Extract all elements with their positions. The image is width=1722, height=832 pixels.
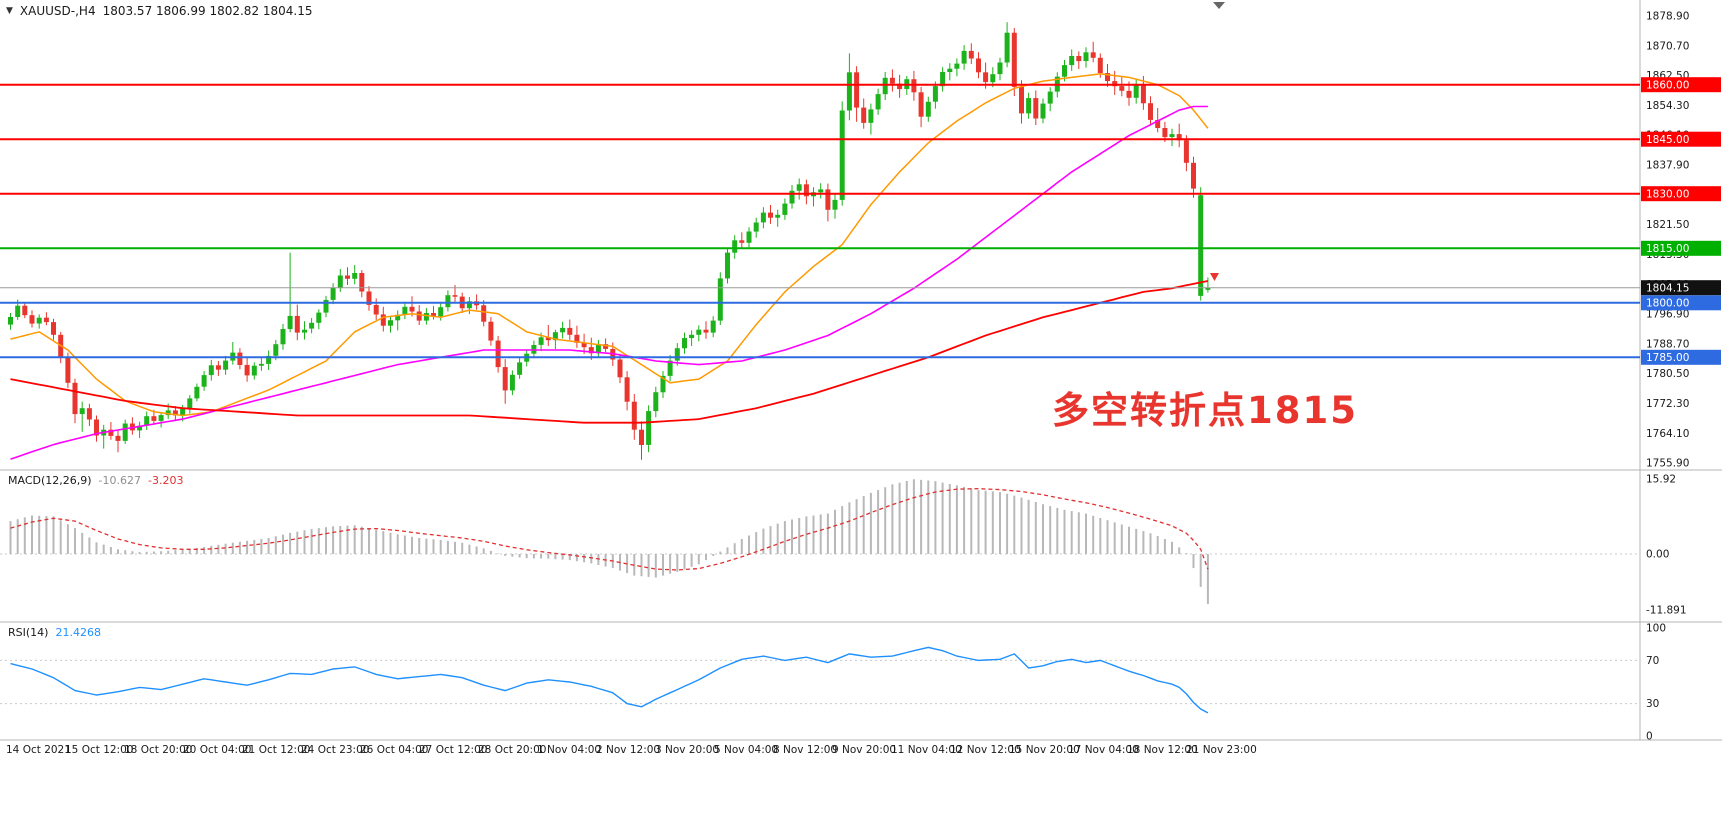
symbol-timeframe-label: XAUUSD-,H4 — [19, 4, 96, 18]
svg-text:1815.00: 1815.00 — [1646, 243, 1689, 255]
svg-text:1878.90: 1878.90 — [1646, 11, 1689, 23]
candles — [8, 22, 1211, 460]
svg-text:30: 30 — [1646, 698, 1659, 710]
svg-text:1785.00: 1785.00 — [1646, 352, 1689, 364]
svg-text:15.92: 15.92 — [1646, 474, 1676, 486]
svg-text:18 Oct 20:00: 18 Oct 20:00 — [124, 744, 192, 756]
rsi-pane-label: RSI(14) 21.4268 — [8, 626, 101, 639]
sell-arrow-marker[interactable] — [1210, 273, 1219, 281]
svg-text:1788.70: 1788.70 — [1646, 338, 1689, 350]
macd-main-value: -10.627 — [98, 474, 142, 487]
rsi-scale[interactable]: 100 70 30 0 — [1646, 623, 1666, 743]
svg-text:18 Nov 12:00: 18 Nov 12:00 — [1127, 744, 1198, 756]
macd-scale[interactable]: 15.92 0.00 -11.891 — [1646, 474, 1687, 617]
svg-text:17 Nov 04:00: 17 Nov 04:00 — [1068, 744, 1139, 756]
svg-text:12 Nov 12:00: 12 Nov 12:00 — [950, 744, 1021, 756]
svg-text:1821.50: 1821.50 — [1646, 219, 1689, 231]
svg-text:1800.00: 1800.00 — [1646, 298, 1689, 310]
indicator-guide-lines — [0, 553, 1640, 705]
svg-text:15 Oct 12:00: 15 Oct 12:00 — [65, 744, 133, 756]
svg-text:100: 100 — [1646, 623, 1666, 635]
svg-text:-11.891: -11.891 — [1646, 604, 1687, 616]
svg-text:1845.00: 1845.00 — [1646, 134, 1689, 146]
svg-text:1860.00: 1860.00 — [1646, 80, 1689, 92]
chart-shift-marker[interactable] — [1213, 2, 1225, 9]
svg-text:27 Oct 12:00: 27 Oct 12:00 — [419, 744, 487, 756]
svg-text:8 Nov 12:00: 8 Nov 12:00 — [773, 744, 837, 756]
svg-text:21 Oct 12:00: 21 Oct 12:00 — [242, 744, 310, 756]
svg-text:1 Nov 04:00: 1 Nov 04:00 — [537, 744, 601, 756]
svg-text:0.00: 0.00 — [1646, 549, 1669, 561]
svg-text:1772.30: 1772.30 — [1646, 398, 1689, 410]
svg-text:9 Nov 20:00: 9 Nov 20:00 — [832, 744, 896, 756]
svg-text:1854.30: 1854.30 — [1646, 100, 1689, 112]
macd-histogram — [9, 479, 1209, 604]
level-lines[interactable] — [0, 83, 1640, 359]
rsi-indicator-label: RSI(14) — [8, 626, 49, 639]
svg-text:1755.90: 1755.90 — [1646, 458, 1689, 470]
svg-text:5 Nov 04:00: 5 Nov 04:00 — [714, 744, 778, 756]
macd-signal-value: -3.203 — [148, 474, 184, 487]
svg-text:70: 70 — [1646, 655, 1659, 667]
svg-text:1870.70: 1870.70 — [1646, 40, 1689, 52]
ma-fast-line — [10, 73, 1209, 417]
svg-text:20 Oct 04:00: 20 Oct 04:00 — [183, 744, 251, 756]
svg-text:1804.15: 1804.15 — [1646, 283, 1689, 295]
macd-pane-label: MACD(12,26,9) -10.627 -3.203 — [8, 474, 183, 487]
ma-slow-line — [10, 280, 1209, 424]
markers[interactable] — [1210, 2, 1225, 281]
svg-text:1830.00: 1830.00 — [1646, 189, 1689, 201]
macd-indicator-label: MACD(12,26,9) — [8, 474, 92, 487]
analyst-annotation: 多空转折点1815 — [1052, 389, 1358, 432]
symbol-info: ▼ XAUUSD-,H4 1803.57 1806.99 1802.82 180… — [6, 4, 313, 18]
ohlc-readout: 1803.57 1806.99 1802.82 1804.15 — [102, 4, 313, 18]
svg-text:3 Nov 20:00: 3 Nov 20:00 — [655, 744, 719, 756]
svg-text:1780.50: 1780.50 — [1646, 368, 1689, 380]
svg-text:2 Nov 12:00: 2 Nov 12:00 — [596, 744, 660, 756]
svg-text:24 Oct 23:00: 24 Oct 23:00 — [301, 744, 369, 756]
macd-signal-line — [10, 488, 1209, 571]
ma-mid-line — [10, 105, 1208, 460]
rsi-line — [10, 646, 1209, 714]
svg-text:21 Nov 23:00: 21 Nov 23:00 — [1186, 744, 1257, 756]
svg-text:15 Nov 20:00: 15 Nov 20:00 — [1009, 744, 1080, 756]
svg-text:1764.10: 1764.10 — [1646, 428, 1689, 440]
svg-text:26 Oct 04:00: 26 Oct 04:00 — [360, 744, 428, 756]
panel-separators — [0, 0, 1722, 741]
svg-text:1837.90: 1837.90 — [1646, 160, 1689, 172]
rsi-value: 21.4268 — [55, 626, 101, 639]
price-scale[interactable]: 1878.901870.701862.501854.301846.101837.… — [1641, 11, 1721, 470]
svg-text:11 Nov 04:00: 11 Nov 04:00 — [891, 744, 962, 756]
svg-text:1796.90: 1796.90 — [1646, 309, 1689, 321]
svg-text:14 Oct 2021: 14 Oct 2021 — [6, 744, 71, 756]
symbol-dropdown-icon[interactable]: ▼ — [6, 6, 13, 16]
svg-text:0: 0 — [1646, 731, 1653, 743]
svg-text:28 Oct 20:00: 28 Oct 20:00 — [478, 744, 546, 756]
